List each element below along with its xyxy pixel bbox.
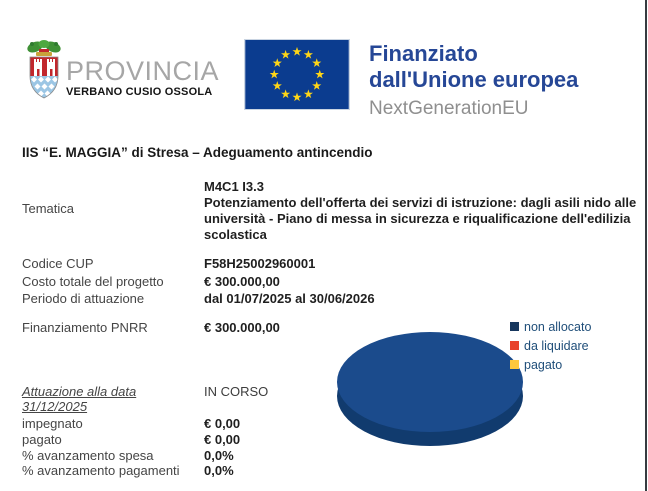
tematica-value: M4C1 I3.3 Potenziamento dell'offerta dei… <box>204 179 644 243</box>
tematica-row: Tematica M4C1 I3.3 Potenziamento dell'of… <box>22 179 644 243</box>
provincia-subtitle: VERBANO CUSIO OSSOLA <box>66 86 213 98</box>
page-title: IIS “E. MAGGIA” di Stresa – Adeguamento … <box>22 145 373 160</box>
eu-funding-logo: Finanziato dall'Unione europea NextGener… <box>244 39 578 120</box>
pie-slice-non-allocato <box>337 332 523 432</box>
financing-value: € 300.000,00 <box>204 320 280 335</box>
status-row: Attuazione alla data 31/12/2025 IN CORSO <box>22 384 268 414</box>
pie-chart <box>337 332 523 446</box>
provincia-wordmark-block: PROVINCIA VERBANO CUSIO OSSOLA <box>66 38 220 99</box>
progress-row-avanzamento-pagamenti: % avanzamento pagamenti 0,0% <box>22 463 234 479</box>
tematica-label: Tematica <box>22 201 75 216</box>
status-badge: IN CORSO <box>204 384 269 399</box>
progress-row-avanzamento-spesa: % avanzamento spesa 0,0% <box>22 447 234 463</box>
progress-rows: impegnato € 0,00 pagato € 0,00 % avanzam… <box>22 416 240 479</box>
legend-item-pagato: pagato <box>510 355 591 374</box>
nextgenerationeu-label: NextGenerationEU <box>369 98 529 119</box>
provincia-coat-of-arms-icon <box>27 40 61 99</box>
detail-row-codice-cup: Codice CUP F58H25002960001 <box>22 256 316 271</box>
financing-row: Finanziamento PNRR € 300.000,00 <box>22 320 280 335</box>
legend-item-da-liquidare: da liquidare <box>510 336 591 355</box>
legend-swatch-da-liquidare <box>510 341 519 350</box>
eu-funding-text: Finanziato dall'Unione europea NextGener… <box>369 39 578 120</box>
eu-funding-line2: dall'Unione europea <box>369 67 579 92</box>
provincia-wordmark: PROVINCIA <box>66 56 220 86</box>
detail-row-costo-totale: Costo totale del progetto € 300.000,00 <box>22 273 280 289</box>
tematica-code: M4C1 I3.3 <box>204 179 264 194</box>
financing-label: Finanziamento PNRR <box>22 320 148 335</box>
progress-row-impegnato: impegnato € 0,00 <box>22 416 241 431</box>
legend-item-non-allocato: non allocato <box>510 317 591 336</box>
tematica-description: Potenziamento dell'offerta dei servizi d… <box>204 195 637 242</box>
project-details: Codice CUP F58H25002960001 Costo totale … <box>22 255 375 308</box>
provincia-logo: PROVINCIA VERBANO CUSIO OSSOLA <box>24 38 219 104</box>
eu-flag-icon <box>244 39 350 110</box>
legend-swatch-non-allocato <box>510 322 519 331</box>
legend-swatch-pagato <box>510 360 519 369</box>
chart-legend: non allocato da liquidare pagato <box>510 317 591 374</box>
detail-row-periodo: Periodo di attuazione dal 01/07/2025 al … <box>22 291 375 306</box>
eu-funding-line1: Finanziato <box>369 41 478 66</box>
progress-row-pagato: pagato € 0,00 <box>22 431 241 447</box>
status-label: Attuazione alla data 31/12/2025 <box>22 384 137 414</box>
page-edge-line <box>645 0 647 491</box>
